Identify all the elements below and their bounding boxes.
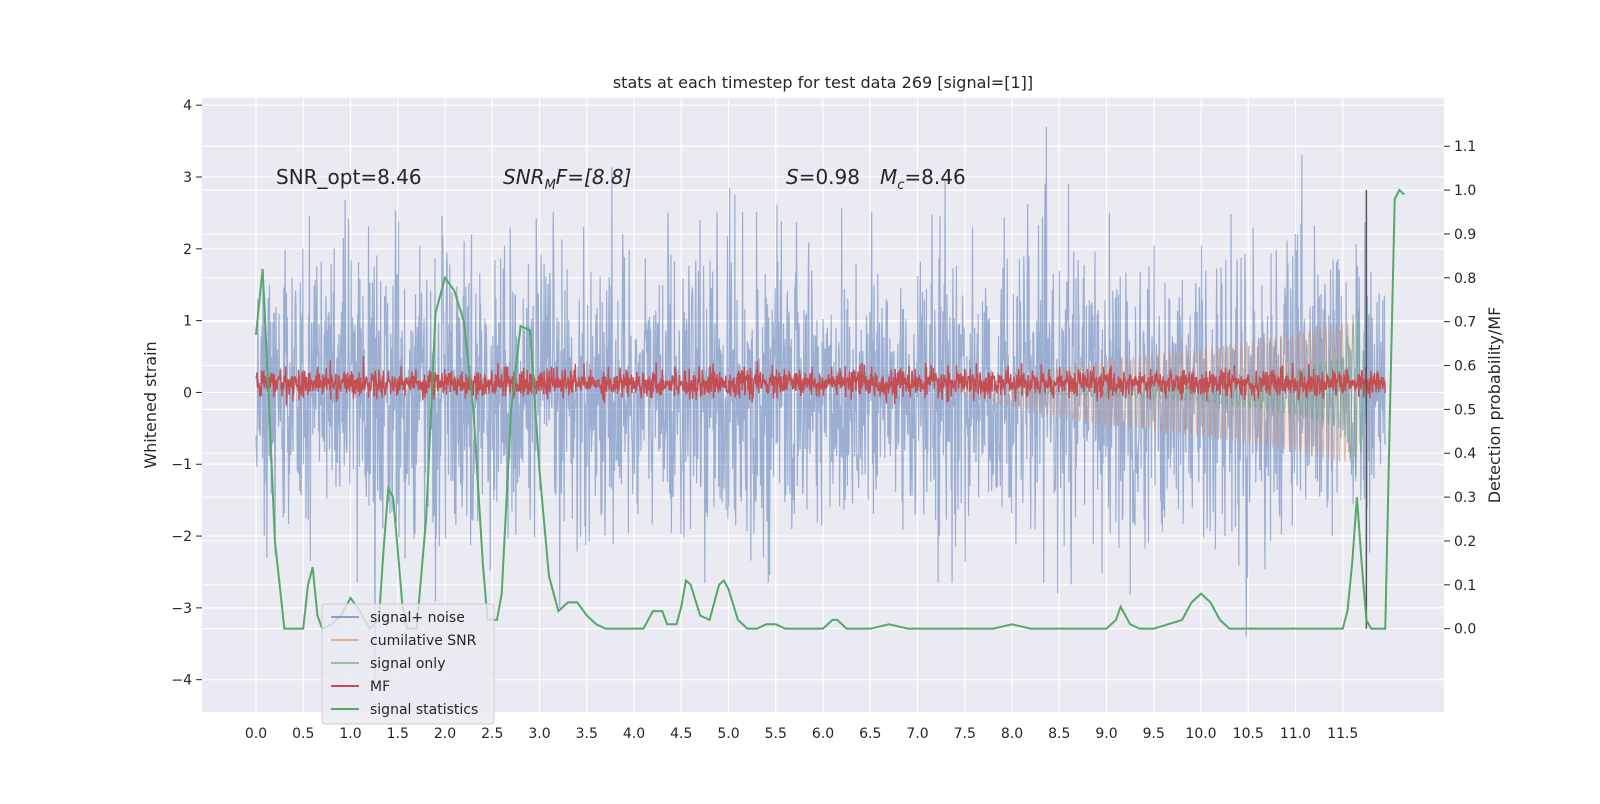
y2-axis-label: Detection probability/MF	[1485, 307, 1504, 504]
y2-tick-label: 0.4	[1454, 446, 1476, 462]
annotation-stats-mc: Mc=8.46	[880, 165, 966, 193]
x-tick-label: 11.5	[1327, 726, 1358, 742]
y-tick-label: −1	[171, 457, 192, 473]
x-tick-label: 7.0	[906, 726, 928, 742]
series-layer	[255, 126, 1405, 687]
x-tick-label: 8.5	[1048, 726, 1070, 742]
x-tick-label: 9.5	[1143, 726, 1165, 742]
x-tick-label: 2.0	[434, 726, 456, 742]
legend: signal+ noise cumilative SNR signal only…	[321, 603, 495, 725]
y2-tick-label: 0.7	[1454, 315, 1476, 331]
legend-box	[321, 603, 495, 725]
x-tick-label: 10.0	[1185, 726, 1216, 742]
x-tick-label: 9.0	[1095, 726, 1117, 742]
y-tick-label: 0	[183, 385, 192, 401]
legend-label-signal-noise: signal+ noise	[370, 610, 465, 626]
series-clip-group	[255, 126, 1405, 687]
legend-label-cumulative-snr: cumilative SNR	[370, 633, 477, 649]
x-tick-label: 1.0	[339, 726, 361, 742]
tick-labels: 0.0 0.5 1.0 1.5 2.0 2.5 3.0 3.5 4.0 4.5 5.0 5.5 6.0 6…	[171, 98, 1476, 742]
x-tick-label: 3.0	[528, 726, 550, 742]
chart-title: stats at each timestep for test data 269…	[613, 73, 1033, 92]
annotation-stats-s: S=0.98	[786, 165, 860, 189]
y-tick-label: 2	[183, 242, 192, 258]
x-tick-label: 4.0	[623, 726, 645, 742]
y-axis-label: Whitened strain	[141, 341, 160, 468]
y-tick-label: −4	[171, 673, 192, 689]
x-tick-label: 10.5	[1233, 726, 1264, 742]
y-tick-label: 4	[183, 98, 192, 114]
x-tick-label: 2.5	[481, 726, 503, 742]
x-tick-label: 0.0	[245, 726, 267, 742]
y2-tick-label: 0.8	[1454, 271, 1476, 287]
y2-tick-label: 0.6	[1454, 359, 1476, 375]
y2-tick-label: 0.9	[1454, 227, 1476, 243]
x-tick-label: 1.5	[387, 726, 409, 742]
series-signal-only	[1012, 310, 1367, 482]
x-tick-label: 7.5	[954, 726, 976, 742]
x-tick-label: 5.5	[765, 726, 787, 742]
series-mf	[255, 355, 1386, 406]
y2-tick-label: 0.1	[1454, 578, 1476, 594]
annotations: SNR_opt=8.46 SNRMF=[8.8] S=0.98 Mc=8.46	[276, 165, 966, 193]
x-tick-label: 5.0	[717, 726, 739, 742]
y2-tick-label: 1.1	[1454, 139, 1476, 155]
x-tick-label: 8.0	[1001, 726, 1023, 742]
annotation-snr-mf: SNRMF=[8.8]	[503, 165, 631, 193]
series-signal-statistics	[255, 188, 1405, 631]
series-signal-noise	[255, 126, 1386, 687]
y2-tick-label: 0.5	[1454, 402, 1476, 418]
legend-label-signal-statistics: signal statistics	[370, 702, 478, 718]
x-tick-label: 6.5	[859, 726, 881, 742]
x-tick-label: 0.5	[292, 726, 314, 742]
x-tick-label: 4.5	[670, 726, 692, 742]
grid	[202, 98, 1444, 712]
y2-tick-label: 0.0	[1454, 622, 1476, 638]
y2-tick-label: 0.2	[1454, 534, 1476, 550]
y-tick-label: 3	[183, 170, 192, 186]
annotation-snr-opt: SNR_opt=8.46	[276, 165, 422, 189]
legend-label-mf: MF	[370, 679, 390, 695]
legend-label-signal-only: signal only	[370, 656, 445, 672]
x-tick-label: 11.0	[1280, 726, 1311, 742]
y-tick-label: −3	[171, 601, 192, 617]
y2-tick-label: 0.3	[1454, 490, 1476, 506]
y2-tick-label: 1.0	[1454, 183, 1476, 199]
x-tick-label: 6.0	[812, 726, 834, 742]
y-tick-label: 1	[183, 314, 192, 330]
y-tick-label: −2	[171, 529, 192, 545]
x-tick-label: 3.5	[576, 726, 598, 742]
